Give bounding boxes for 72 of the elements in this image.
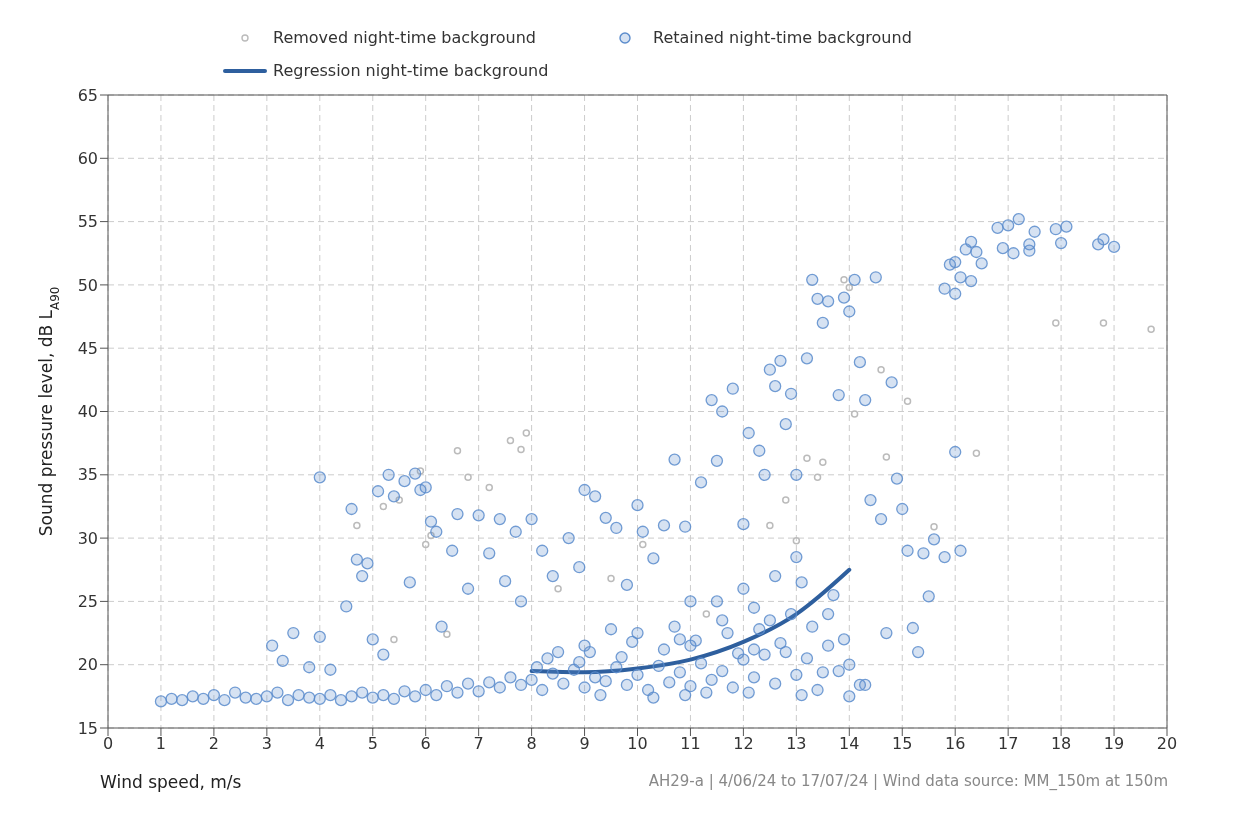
x-tick-label: 12	[733, 734, 754, 754]
point	[443, 630, 451, 639]
x-tick-label: 1	[155, 734, 167, 754]
point	[379, 502, 388, 511]
point	[1099, 319, 1108, 327]
point	[930, 522, 938, 531]
point	[421, 540, 430, 549]
y-tick-label: 35	[77, 465, 98, 485]
point	[766, 521, 774, 530]
y-tick-label: 40	[77, 402, 98, 422]
point	[850, 410, 859, 418]
point	[554, 584, 562, 593]
x-tick-label: 11	[680, 734, 701, 754]
x-tick-label: 19	[1103, 734, 1125, 754]
point	[792, 536, 801, 545]
x-tick-label: 2	[208, 734, 219, 754]
x-tick-label: 10	[627, 734, 648, 754]
y-tick-label: 20	[77, 655, 98, 675]
point	[607, 574, 615, 583]
y-tick-label: 50	[77, 275, 98, 295]
point	[903, 397, 912, 406]
x-axis-title: Wind speed, m/s	[100, 772, 242, 792]
point	[416, 467, 425, 475]
x-tick-label: 8	[526, 734, 537, 754]
legend-label: Regression night-time background	[273, 61, 549, 80]
point	[453, 447, 462, 455]
point	[522, 429, 531, 437]
x-tick-label: 18	[1050, 734, 1072, 754]
x-tick-label: 7	[473, 734, 484, 754]
legend-label: Retained night-time background	[653, 28, 912, 47]
point	[427, 531, 435, 540]
point	[702, 610, 711, 618]
legend-label: Removed night-time background	[273, 28, 536, 47]
point	[639, 540, 647, 549]
x-tick-label: 9	[579, 734, 590, 754]
point	[882, 453, 891, 461]
x-tick-label: 0	[102, 734, 114, 754]
x-tick-label: 3	[261, 734, 272, 754]
point	[395, 496, 403, 504]
point	[877, 365, 885, 374]
x-tick-label: 6	[420, 734, 431, 754]
x-tick-label: 17	[997, 734, 1019, 754]
x-tick-label: 20	[1156, 734, 1178, 754]
point	[782, 496, 790, 504]
y-tick-label: 30	[77, 528, 98, 548]
x-tick-label: 4	[314, 734, 325, 754]
y-tick-label: 45	[77, 338, 98, 358]
y-tick-label: 55	[77, 212, 98, 232]
y-tick-label: 65	[77, 85, 98, 105]
point	[464, 473, 472, 482]
y-tick-label: 25	[77, 592, 98, 612]
x-tick-label: 5	[367, 734, 378, 754]
point	[813, 473, 822, 482]
point	[390, 635, 398, 644]
point	[506, 436, 515, 445]
point	[353, 521, 361, 530]
x-tick-label: 16	[945, 734, 966, 754]
point	[972, 449, 981, 458]
point	[517, 445, 525, 454]
point	[819, 458, 827, 466]
x-tick-label: 13	[786, 734, 807, 754]
point	[1052, 319, 1060, 327]
point	[845, 283, 854, 292]
point	[485, 483, 493, 492]
x-tick-label: 14	[839, 734, 860, 754]
y-tick-label: 60	[77, 148, 98, 168]
x-tick-label: 15	[892, 734, 913, 754]
point	[803, 454, 811, 463]
point	[1147, 325, 1155, 333]
point	[840, 276, 848, 284]
y-tick-label: 15	[77, 718, 98, 738]
text: AH29-a | 4/06/24 to 17/07/24 | Wind data source: MM_150m at 150m	[648, 772, 1168, 792]
